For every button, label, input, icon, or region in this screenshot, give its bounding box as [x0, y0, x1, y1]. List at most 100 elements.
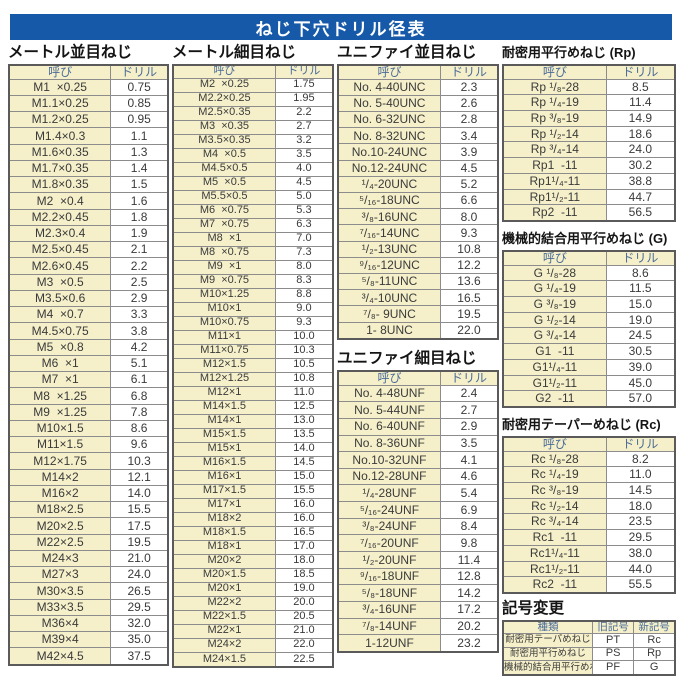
table-row: Rp ¹/₈-28 8.5: [502, 78, 676, 96]
value-cell: 19.0: [605, 311, 676, 329]
table-row: No. 8-36UNF 3.5: [337, 434, 499, 453]
table-row: Rc1¹/₄-11 38.0: [502, 544, 676, 562]
thread-name-cell: M39×4: [8, 631, 112, 649]
value-cell: 10.3: [110, 452, 169, 470]
table-row: Rp1¹/₄-11 38.8: [502, 172, 676, 190]
thread-name-cell: M12×1.25: [172, 371, 276, 387]
thread-name-cell: M8 ×0.75: [172, 245, 276, 261]
value-cell: 17.5: [110, 517, 169, 535]
value-cell: 8.4: [439, 517, 499, 536]
table-row: M2.2×0.45 1.8: [8, 208, 169, 226]
table-row: Rc2 -11 55.5: [502, 576, 676, 594]
thread-name-cell: Rp ¹/₄-19: [502, 94, 607, 111]
table-row: G2 -11 57.0: [502, 390, 676, 408]
rp-title: 耐密用平行めねじ (Rp): [502, 45, 636, 60]
value-cell: 38.0: [605, 544, 676, 562]
thread-name-cell: M4.5×0.5: [172, 161, 276, 177]
thread-name-cell: M2 ×0.25: [172, 77, 276, 93]
table-row: M16×1.5 14.5: [172, 455, 334, 471]
thread-name-cell: M22×2.5: [8, 533, 112, 551]
metric-coarse-section: メートル並目ねじ 呼び ドリル M1 ×0.25 0.75 M1.1×0.25 0.8…: [8, 44, 169, 666]
value-cell: 14.5: [274, 455, 334, 471]
table-row: No. 6-32UNC 2.8: [337, 110, 499, 129]
table-row: No. 6-40UNF 2.9: [337, 417, 499, 436]
table-row: M24×1.5 22.5: [172, 651, 334, 668]
value-cell: 14.5: [605, 482, 676, 499]
value-cell: 16.5: [439, 289, 499, 307]
thread-name-cell: ³/₈-24UNF: [337, 517, 441, 536]
value-cell: 5.4: [439, 484, 499, 503]
thread-name-cell: M22×2: [172, 595, 276, 611]
value-cell: 4.5: [439, 159, 499, 177]
column-header-name: 呼び: [502, 436, 607, 452]
table-row: M16×2 14.0: [8, 484, 169, 503]
table-row: M6 ×1 5.1: [8, 354, 169, 373]
value-cell: 1.8: [110, 208, 169, 226]
thread-name-cell: No. 4-40UNC: [337, 78, 441, 96]
value-cell: Rp: [633, 646, 676, 662]
value-cell: 18.0: [274, 553, 334, 569]
thread-name-cell: Rp1¹/₄-11: [502, 172, 607, 190]
table-row: M22×2.5 19.5: [8, 533, 169, 551]
rc-table: 呼び ドリル Rc ¹/₈-28 8.2 Rc ¹/₄-19 11.0 Rc ³/₈-1…: [502, 436, 676, 594]
table-row: M15×1.5 13.5: [172, 427, 334, 443]
table-row: M5 ×0.8 4.2: [8, 338, 169, 356]
table-row: M4 ×0.7 3.3: [8, 306, 169, 324]
value-cell: 11.5: [605, 280, 676, 297]
thread-name-cell: M8 ×1.25: [8, 387, 112, 405]
table-row: Rp2 -11 56.5: [502, 204, 676, 222]
thread-name-cell: M2.2×0.45: [8, 208, 112, 226]
column-header-name: 呼び: [8, 64, 112, 80]
thread-name-cell: M2 ×0.4: [8, 192, 112, 210]
symbol-change-title: 記号変更: [502, 600, 565, 617]
thread-name-cell: Rp ¹/₈-28: [502, 78, 607, 96]
column-header-new-symbol: 新記号: [633, 620, 676, 634]
value-cell: 6.6: [439, 192, 499, 210]
header-row: 呼び ドリル: [502, 250, 676, 266]
value-cell: 15.5: [274, 483, 334, 499]
value-cell: 22.5: [274, 651, 334, 668]
table-row: M1.4×0.3 1.1: [8, 127, 169, 145]
table-row: ³/₄-16UNF 17.2: [337, 600, 499, 619]
value-cell: 23.2: [439, 634, 499, 653]
value-cell: 14.2: [439, 584, 499, 602]
column-header-name: 呼び: [502, 250, 607, 266]
value-cell: 9.8: [439, 534, 499, 552]
thread-name-cell: M10×0.75: [172, 315, 276, 331]
value-cell: 0.85: [110, 94, 169, 113]
thread-name-cell: G2 -11: [502, 390, 607, 408]
table-row: 1- 8UNC 22.0: [337, 321, 499, 340]
value-cell: 1.3: [110, 143, 169, 161]
value-cell: 55.5: [605, 576, 676, 594]
value-cell: 7.0: [274, 231, 334, 247]
thread-name-cell: G ³/₈-19: [502, 296, 607, 313]
thread-name-cell: M2.5×0.35: [172, 105, 276, 121]
table-row: G ¹/₈-28 8.6: [502, 264, 676, 282]
header-row: 呼び ドリル: [337, 370, 499, 386]
thread-name-cell: M1.6×0.35: [8, 143, 112, 161]
table-row: M1.6×0.35 1.3: [8, 143, 169, 161]
value-cell: 12.8: [439, 567, 499, 586]
table-row: No.10-24UNC 3.9: [337, 143, 499, 161]
rc-title: 耐密用テーパーめねじ (Rc): [502, 417, 661, 432]
table-row: ⁵/₈-18UNF 14.2: [337, 584, 499, 602]
thread-name-cell: No.12-24UNC: [337, 159, 441, 177]
table-row: M12×1 11.0: [172, 385, 334, 401]
thread-name-cell: Rc ¹/₈-28: [502, 450, 607, 468]
thread-name-cell: ⁵/₈-18UNF: [337, 584, 441, 602]
thread-name-cell: Rp ³/₄-14: [502, 141, 607, 159]
thread-name-cell: M9 ×1.25: [8, 403, 112, 421]
table-row: M22×1 21.0: [172, 623, 334, 639]
value-cell: 44.0: [605, 560, 676, 578]
table-row: Rc1¹/₂-11 44.0: [502, 560, 676, 578]
table-row: ⁹/₁₆-18UNF 12.8: [337, 567, 499, 586]
value-cell: 9.3: [439, 224, 499, 242]
value-cell: 4.2: [110, 338, 169, 356]
thread-name-cell: Rp ¹/₂-14: [502, 125, 607, 143]
table-row: Rc1 -11 29.5: [502, 529, 676, 546]
value-cell: 9.0: [274, 301, 334, 317]
value-cell: 13.6: [439, 273, 499, 291]
thread-name-cell: M11×0.75: [172, 343, 276, 359]
table-row: M9 ×1.25 7.8: [8, 403, 169, 421]
table-row: Rp ³/₈-19 14.9: [502, 110, 676, 127]
